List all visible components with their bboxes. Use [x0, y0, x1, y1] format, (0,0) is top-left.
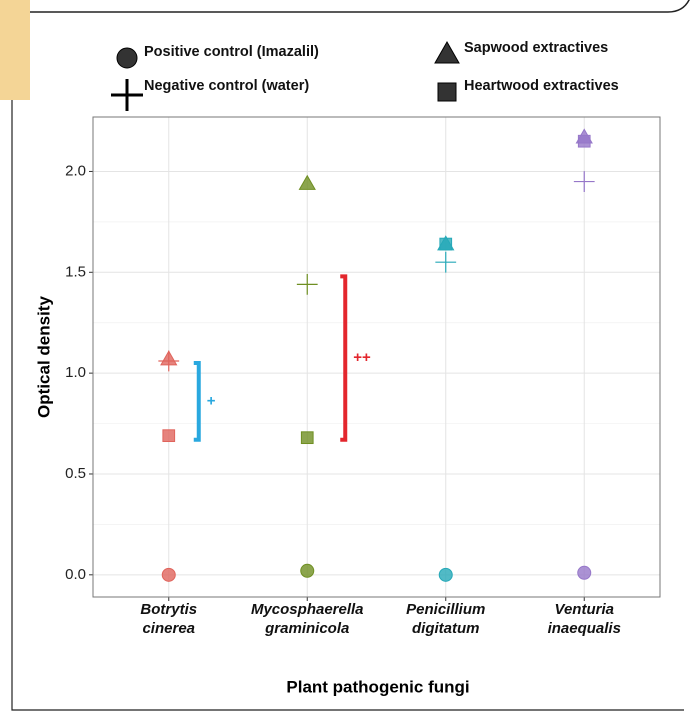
legend-label: Negative control (water) — [144, 78, 309, 94]
y-tick-label: 0.0 — [65, 566, 86, 583]
point — [577, 134, 591, 148]
frame — [11, 100, 684, 711]
plot-border — [92, 116, 661, 598]
point — [161, 567, 176, 582]
x-axis-label: Plant pathogenic fungi — [286, 677, 469, 696]
x-tick-label: inaequalis — [548, 620, 621, 637]
y-tick-label: 0.5 — [65, 465, 86, 482]
x-tick-label: Mycosphaerella — [251, 601, 364, 618]
annotation: ++ — [353, 349, 371, 366]
x-tick-label: digitatum — [412, 620, 480, 637]
point — [438, 567, 453, 582]
point — [439, 237, 453, 251]
point — [300, 431, 314, 445]
point — [162, 429, 176, 443]
point — [300, 563, 315, 578]
bracket — [340, 274, 348, 442]
y-tick-label: 1.0 — [65, 364, 86, 381]
x-tick-label: Venturia — [555, 601, 614, 618]
legend-symbol — [116, 47, 138, 69]
point — [577, 565, 592, 580]
y-axis-label: Optical density — [34, 296, 53, 418]
legend-symbol — [434, 40, 460, 64]
x-tick-label: graminicola — [264, 620, 349, 637]
annotation: + — [207, 392, 216, 409]
legend-label: Positive control (Imazalil) — [144, 44, 319, 60]
legend-symbol — [111, 79, 143, 111]
legend-label: Heartwood extractives — [464, 78, 619, 94]
tab-block — [0, 0, 30, 100]
point — [160, 350, 178, 366]
point — [435, 251, 457, 273]
point — [296, 273, 318, 295]
bracket — [193, 361, 201, 442]
point — [298, 174, 316, 190]
x-tick-label: Penicillium — [406, 601, 485, 618]
top-frame — [30, 0, 690, 13]
y-tick-label: 1.5 — [65, 263, 86, 280]
x-tick-label: Botrytis — [140, 601, 197, 618]
legend-label: Sapwood extractives — [464, 40, 608, 56]
legend-symbol — [437, 82, 457, 102]
point — [573, 171, 595, 192]
y-tick-label: 2.0 — [65, 162, 86, 179]
x-tick-label: cinerea — [142, 620, 195, 637]
